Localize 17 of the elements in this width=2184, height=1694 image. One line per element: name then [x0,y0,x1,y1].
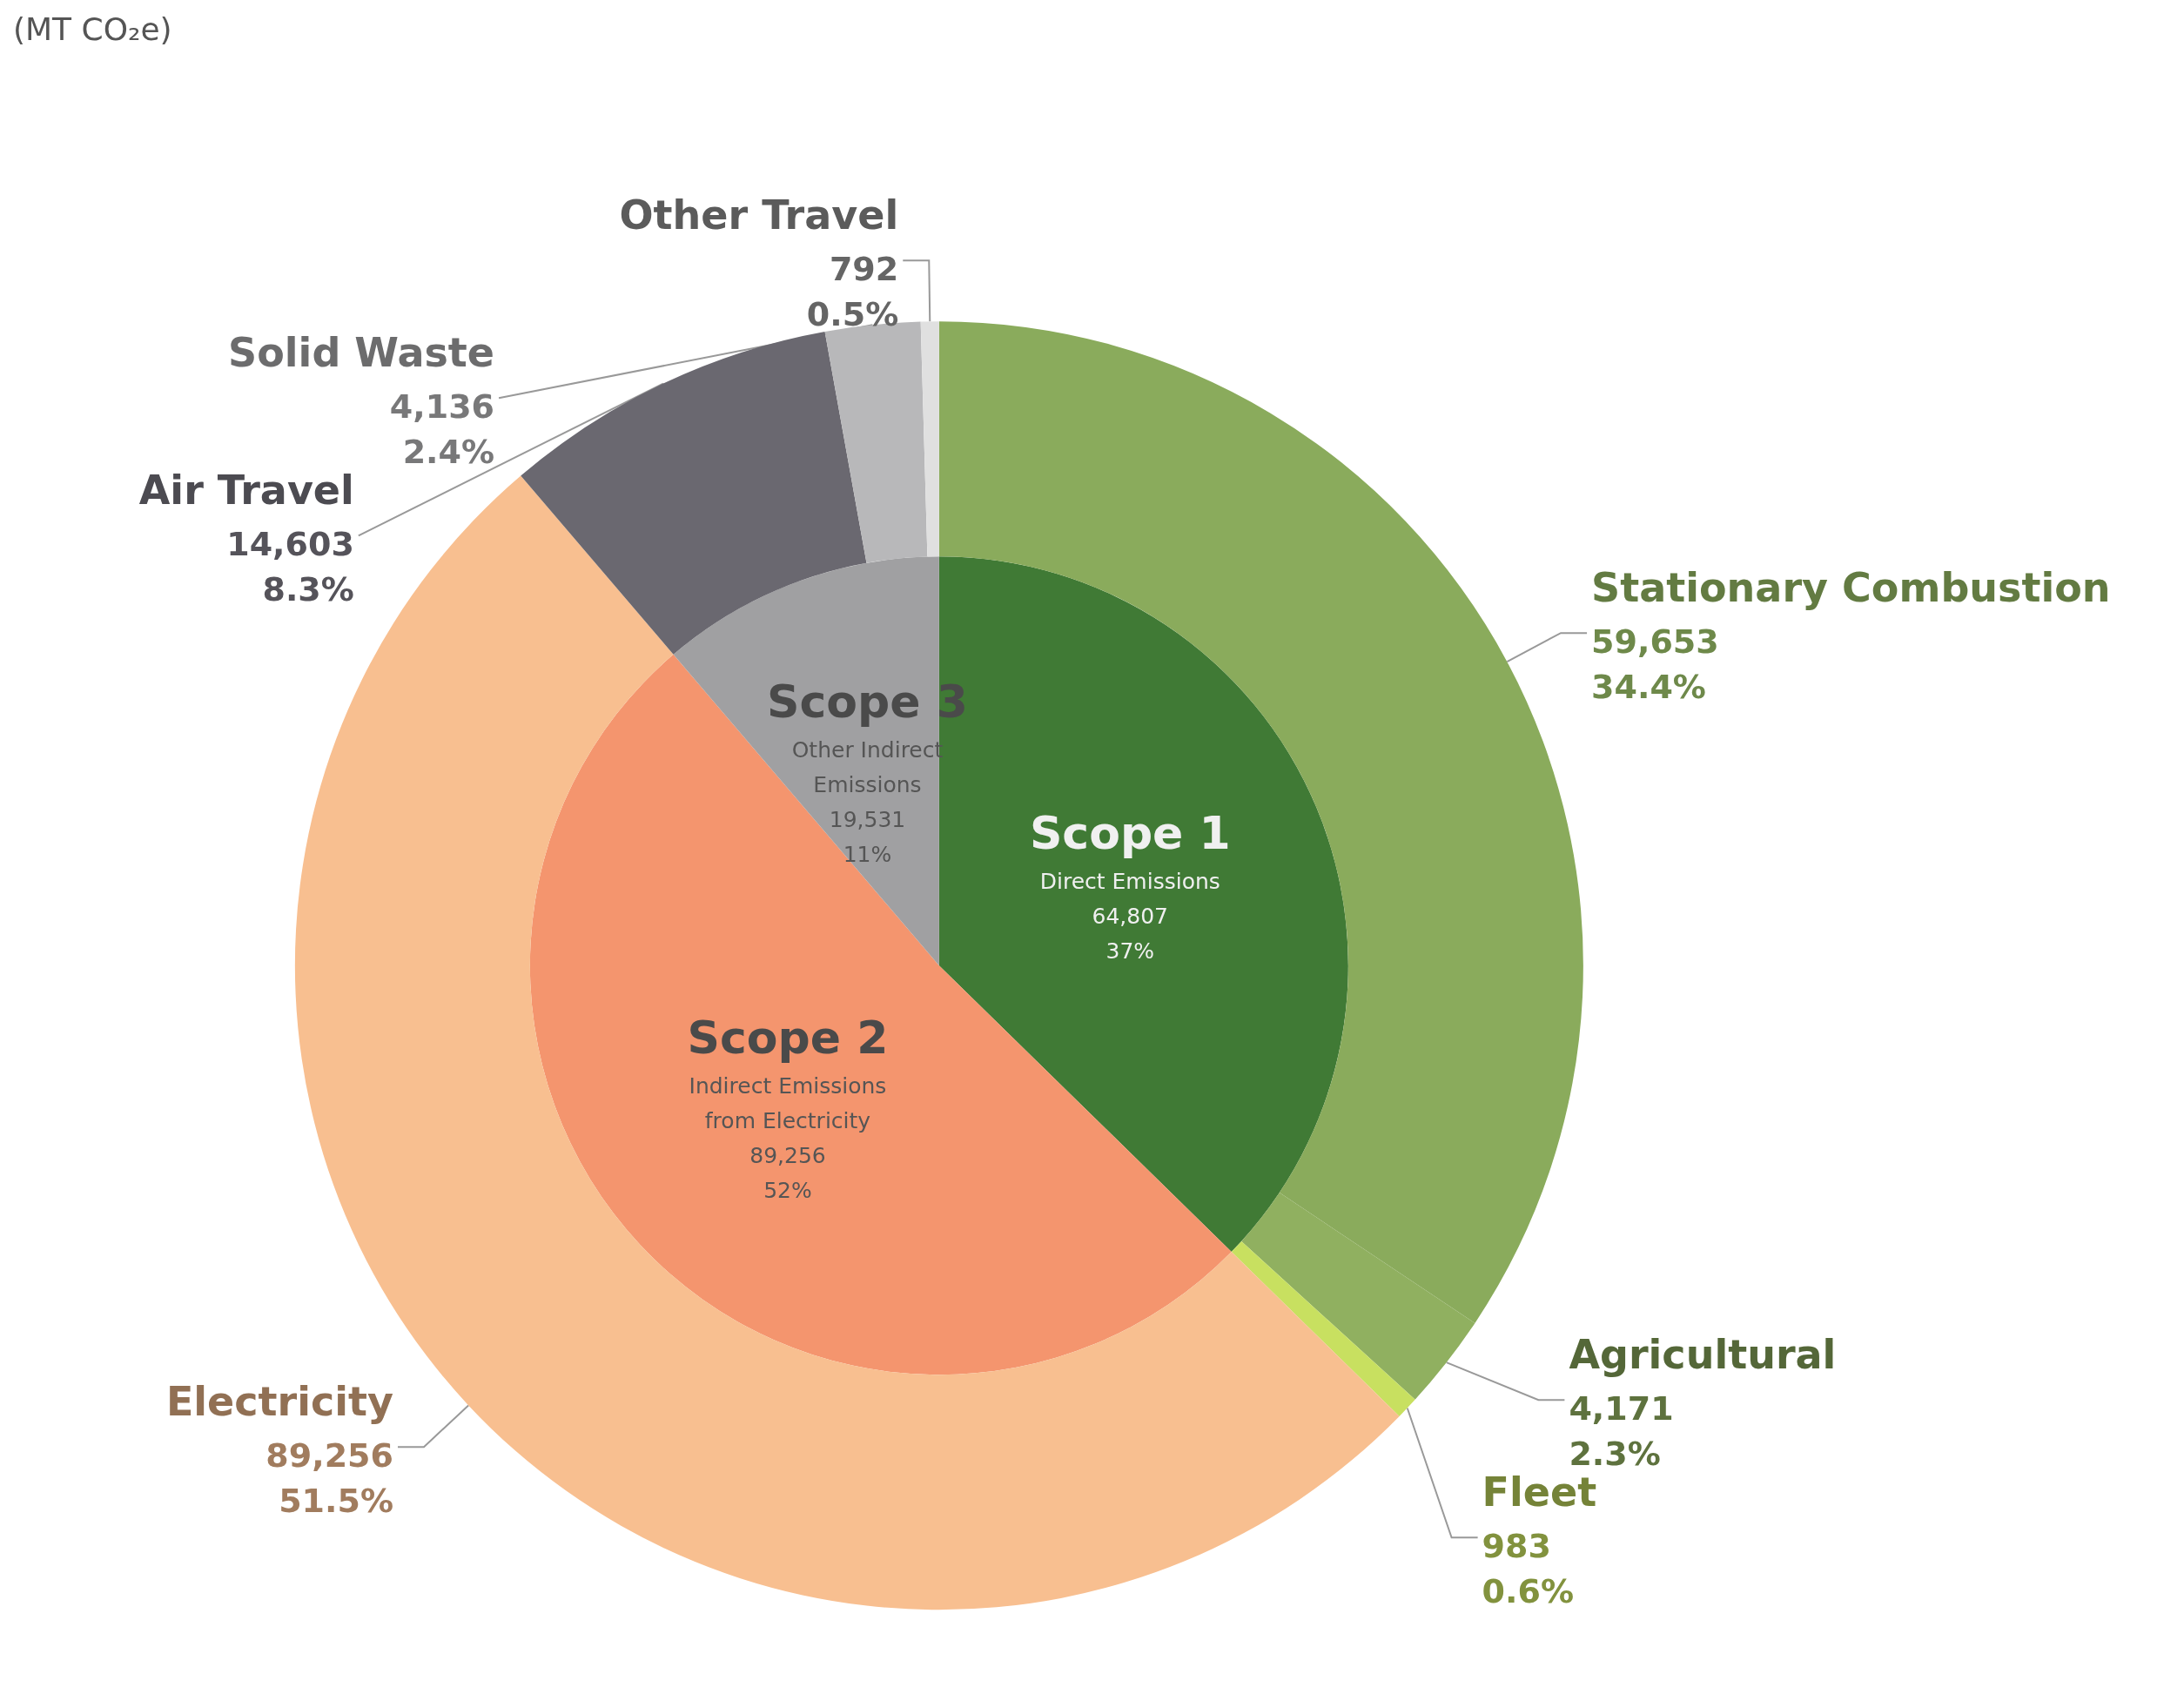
slice-label: Other Travel [619,192,899,239]
data-label: 4,136 2.4% [389,387,495,472]
slice-label: Stationary Combustion [1591,564,2111,612]
data-label: 792 0.5% [806,250,899,334]
data-label: 89,256 51.5% [265,1436,393,1521]
slice-label: Electricity [165,1378,393,1426]
data-label: Indirect Emissions from Electricity 89,256 52% [689,1073,887,1204]
data-label: 14,603 8.3% [226,525,354,609]
data-label: Direct Emissions 64,807 37% [1039,869,1220,965]
slice-label: Air Travel [138,467,354,514]
slice-label: Solid Waste [228,329,495,377]
data-label: 59,653 34.4% [1591,622,1719,707]
slice-label: Scope 2 [687,1011,889,1064]
slice-label: Agricultural [1569,1331,1837,1379]
text: (MT CO₂e) [13,10,172,47]
data-label: 983 0.6% [1482,1527,1574,1611]
slice-label: Scope 1 [1029,806,1231,859]
